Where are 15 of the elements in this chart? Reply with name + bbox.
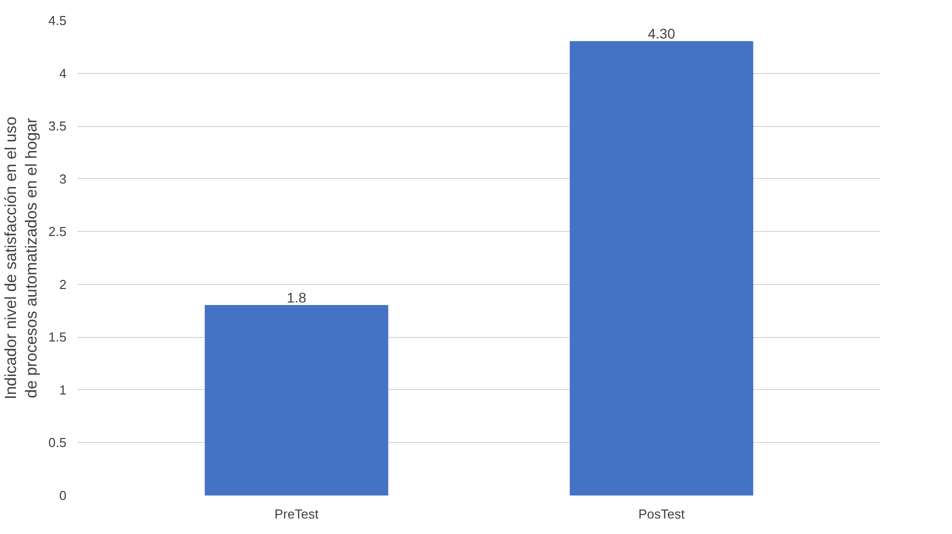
x-tick-label: PosTest bbox=[638, 506, 686, 522]
y-tick-label: 4 bbox=[59, 66, 67, 81]
y-tick-label: 1.5 bbox=[48, 330, 67, 345]
x-tick-label: PreTest bbox=[274, 506, 319, 522]
data-label: 4.30 bbox=[648, 26, 676, 42]
y-tick-label: 3 bbox=[59, 171, 67, 186]
y-tick-label: 0 bbox=[59, 488, 67, 503]
y-tick-label: 3.5 bbox=[48, 118, 67, 134]
y-axis-title: Indicador nivel de satisfacción en el uso de procesos automatizados en el hogar bbox=[3, 116, 40, 400]
data-label: 1.8 bbox=[286, 290, 306, 306]
y-tick-label: 2 bbox=[59, 276, 67, 292]
y-tick-label: 0.5 bbox=[48, 435, 67, 450]
y-tick-label: 1 bbox=[59, 382, 67, 398]
y-tick-label: 2.5 bbox=[48, 224, 67, 240]
y-tick-label: 4.5 bbox=[48, 13, 67, 28]
